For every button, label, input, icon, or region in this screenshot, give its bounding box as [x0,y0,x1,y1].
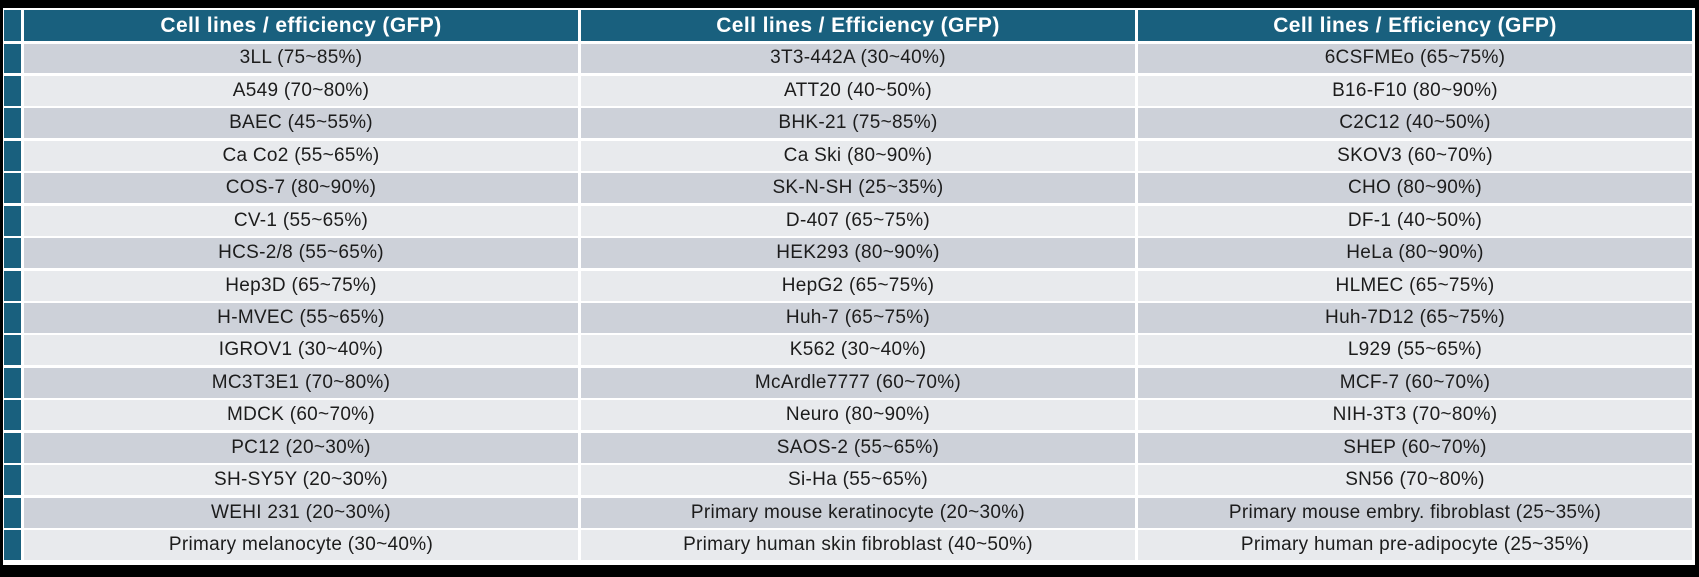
table-cell: Primary mouse embry. fibroblast (25~35%) [1138,497,1692,528]
row-accent-marker [4,270,21,301]
table-cell: SHEP (60~70%) [1138,432,1692,463]
table-cell: B16-F10 (80~90%) [1138,75,1692,106]
table-cell: MCF-7 (60~70%) [1138,367,1692,398]
cell-lines-efficiency-table: Cell lines / efficiency (GFP) Cell lines … [3,8,1695,565]
table-cell: BHK-21 (75~85%) [581,108,1135,139]
table-cell: HepG2 (65~75%) [581,270,1135,301]
table-cell: WEHI 231 (20~30%) [24,497,578,528]
table-cell: Primary human pre-adipocyte (25~35%) [1138,530,1692,560]
column-header: Cell lines / efficiency (GFP) [24,10,578,41]
table-cell: H-MVEC (55~65%) [24,303,578,333]
table-cell: SKOV3 (60~70%) [1138,140,1692,171]
table-cell: L929 (55~65%) [1138,335,1692,366]
table-cell: Primary mouse keratinocyte (20~30%) [581,497,1135,528]
row-accent-marker [4,465,21,496]
table-cell: 3T3-442A (30~40%) [581,43,1135,74]
table-cell: K562 (30~40%) [581,335,1135,366]
table-cell: IGROV1 (30~40%) [24,335,578,366]
table-cell: HEK293 (80~90%) [581,238,1135,269]
row-accent-marker [4,530,21,560]
table-cell: A549 (70~80%) [24,75,578,106]
row-accent-marker [4,108,21,139]
table-cell: SAOS-2 (55~65%) [581,432,1135,463]
table-cell: 6CSFMEo (65~75%) [1138,43,1692,74]
table-cell: PC12 (20~30%) [24,432,578,463]
table-cell: BAEC (45~55%) [24,108,578,139]
row-accent-marker [4,10,21,41]
row-accent-marker [4,367,21,398]
table-cell: HeLa (80~90%) [1138,238,1692,269]
table-cell: Huh-7 (65~75%) [581,303,1135,333]
table-cell: SN56 (70~80%) [1138,465,1692,496]
column-header: Cell lines / Efficiency (GFP) [581,10,1135,41]
table-cell: COS-7 (80~90%) [24,173,578,204]
table-cell: McArdle7777 (60~70%) [581,367,1135,398]
row-accent-marker [4,43,21,74]
row-accent-marker [4,173,21,204]
table-cell: SK-N-SH (25~35%) [581,173,1135,204]
row-accent-marker [4,238,21,269]
table-cell: Si-Ha (55~65%) [581,465,1135,496]
table-cell: Ca Co2 (55~65%) [24,140,578,171]
table-cell: NIH-3T3 (70~80%) [1138,400,1692,431]
table-cell: DF-1 (40~50%) [1138,205,1692,236]
table-cell: Ca Ski (80~90%) [581,140,1135,171]
table-cell: MDCK (60~70%) [24,400,578,431]
table-cell: Huh-7D12 (65~75%) [1138,303,1692,333]
table-cell: Neuro (80~90%) [581,400,1135,431]
row-accent-marker [4,432,21,463]
table-cell: 3LL (75~85%) [24,43,578,74]
row-accent-marker [4,335,21,366]
table-cell: D-407 (65~75%) [581,205,1135,236]
table-cell: HCS-2/8 (55~65%) [24,238,578,269]
table-cell: Hep3D (65~75%) [24,270,578,301]
row-accent-marker [4,205,21,236]
row-accent-marker [4,75,21,106]
table-cell: SH-SY5Y (20~30%) [24,465,578,496]
table-cell: HLMEC (65~75%) [1138,270,1692,301]
table-cell: ATT20 (40~50%) [581,75,1135,106]
row-accent-marker [4,497,21,528]
table-cell: MC3T3E1 (70~80%) [24,367,578,398]
table-cell: CV-1 (55~65%) [24,205,578,236]
table-cell: Primary melanocyte (30~40%) [24,530,578,560]
table-cell: Primary human skin fibroblast (40~50%) [581,530,1135,560]
row-accent-marker [4,140,21,171]
table-cell: CHO (80~90%) [1138,173,1692,204]
row-accent-marker [4,303,21,333]
table-cell: C2C12 (40~50%) [1138,108,1692,139]
row-accent-marker [4,400,21,431]
column-header: Cell lines / Efficiency (GFP) [1138,10,1692,41]
